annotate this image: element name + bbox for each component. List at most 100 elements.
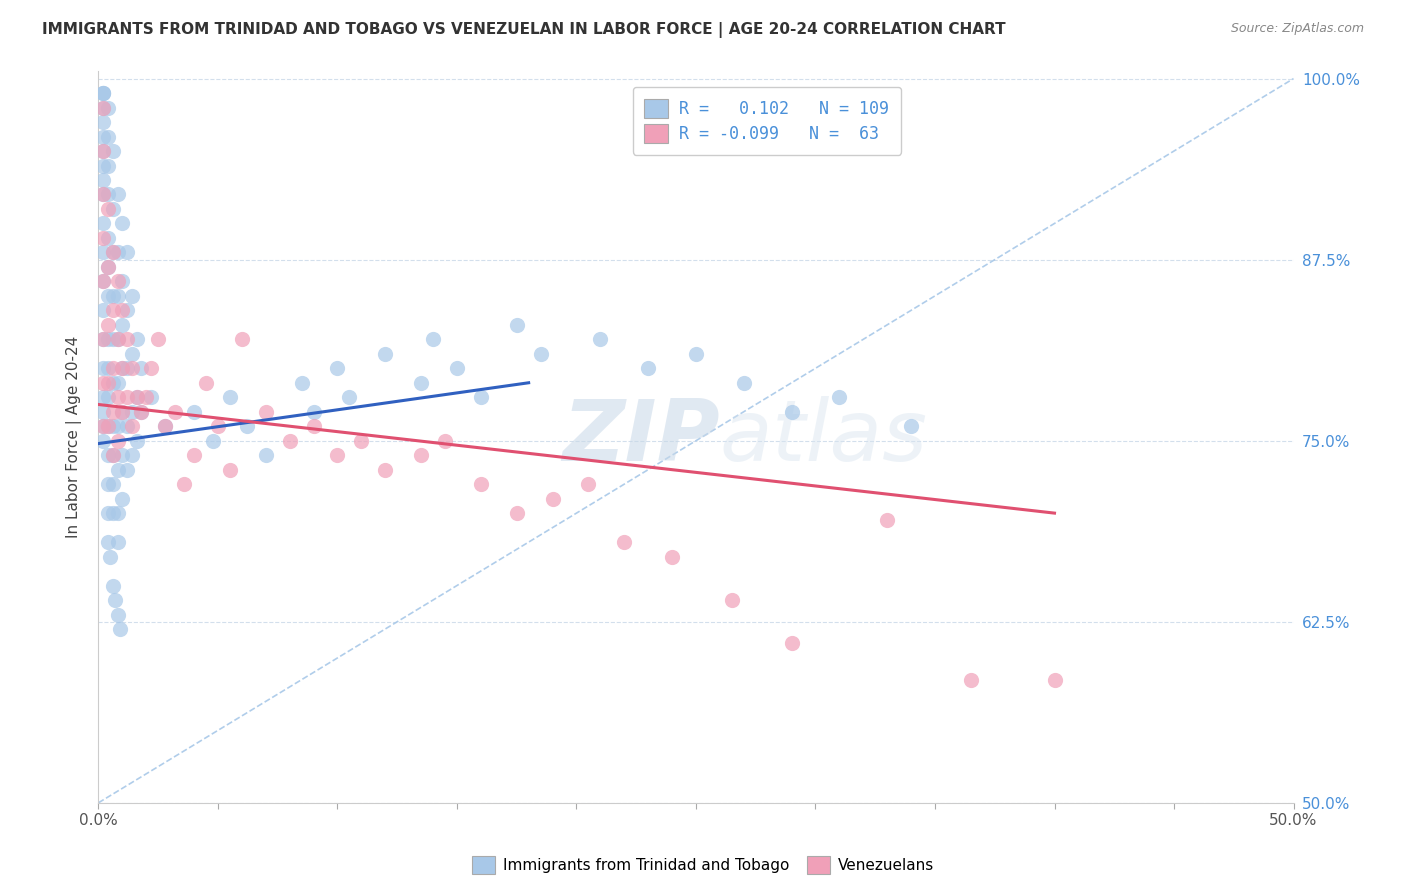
Point [101, 245, 124, 260]
Point [91, 332, 114, 346]
Point [254, 405, 277, 419]
Point [97, 419, 120, 434]
Point [91, 144, 114, 158]
Point [115, 332, 138, 346]
Point [131, 405, 153, 419]
Point [125, 332, 148, 346]
Point [470, 477, 492, 491]
Point [231, 332, 253, 346]
Point [576, 477, 599, 491]
Point [121, 405, 143, 419]
Point [91, 405, 114, 419]
Point [125, 390, 148, 404]
Point [91, 144, 114, 158]
Point [91, 390, 114, 404]
Point [194, 376, 218, 390]
Point [111, 361, 134, 376]
Point [350, 434, 373, 448]
Point [219, 390, 242, 404]
Point [125, 434, 148, 448]
Point [135, 390, 157, 404]
Point [115, 361, 138, 376]
Point [91, 86, 114, 100]
Point [107, 274, 129, 288]
Point [115, 463, 138, 477]
Point [97, 202, 120, 216]
Point [900, 419, 922, 434]
Point [374, 347, 396, 361]
Point [97, 289, 120, 303]
Point [97, 361, 120, 376]
Text: Source: ZipAtlas.com: Source: ZipAtlas.com [1230, 22, 1364, 36]
Point [91, 115, 114, 129]
Point [959, 673, 981, 687]
Point [685, 347, 707, 361]
Point [104, 593, 127, 607]
Point [91, 274, 114, 288]
Point [115, 245, 138, 260]
Point [111, 216, 134, 230]
Point [115, 390, 138, 404]
Point [97, 129, 120, 144]
Point [111, 491, 134, 506]
Point [235, 419, 257, 434]
Point [97, 231, 120, 245]
Point [422, 332, 444, 346]
Point [131, 361, 153, 376]
Point [91, 419, 114, 434]
Point [91, 274, 114, 288]
Point [91, 129, 114, 144]
Point [91, 187, 114, 202]
Legend: Immigrants from Trinidad and Tobago, Venezuelans: Immigrants from Trinidad and Tobago, Ven… [465, 850, 941, 880]
Point [173, 477, 195, 491]
Point [446, 361, 468, 376]
Point [374, 463, 396, 477]
Point [780, 405, 803, 419]
Point [101, 448, 124, 462]
Point [101, 448, 124, 462]
Point [115, 419, 138, 434]
Point [121, 361, 143, 376]
Point [101, 303, 124, 318]
Point [506, 318, 529, 332]
Point [131, 405, 153, 419]
Point [97, 187, 120, 202]
Point [183, 448, 205, 462]
Point [107, 506, 129, 520]
Point [91, 159, 114, 173]
Point [91, 419, 114, 434]
Point [326, 448, 349, 462]
Point [139, 361, 162, 376]
Point [107, 376, 129, 390]
Point [411, 448, 433, 462]
Point [163, 405, 186, 419]
Point [97, 332, 120, 346]
Point [91, 434, 114, 448]
Point [107, 289, 129, 303]
Point [411, 376, 433, 390]
Point [302, 419, 325, 434]
Point [108, 622, 131, 636]
Point [107, 535, 129, 549]
Point [506, 506, 529, 520]
Point [107, 187, 129, 202]
Point [97, 506, 120, 520]
Legend: R =   0.102   N = 109, R = -0.099   N =  63: R = 0.102 N = 109, R = -0.099 N = 63 [633, 87, 901, 154]
Point [721, 593, 744, 607]
Point [291, 376, 314, 390]
Point [111, 318, 134, 332]
Point [433, 434, 456, 448]
Point [97, 318, 120, 332]
Point [101, 405, 124, 419]
Point [97, 376, 120, 390]
Point [589, 332, 612, 346]
Point [613, 535, 636, 549]
Point [91, 303, 114, 318]
Point [97, 448, 120, 462]
Text: IMMIGRANTS FROM TRINIDAD AND TOBAGO VS VENEZUELAN IN LABOR FORCE | AGE 20-24 COR: IMMIGRANTS FROM TRINIDAD AND TOBAGO VS V… [42, 22, 1005, 38]
Point [207, 419, 229, 434]
Point [101, 506, 124, 520]
Point [101, 332, 124, 346]
Point [111, 448, 134, 462]
Point [339, 390, 360, 404]
